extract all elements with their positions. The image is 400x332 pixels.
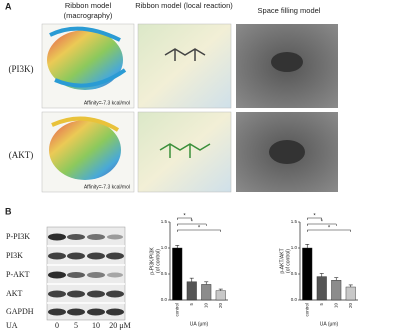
significance-bracket (177, 229, 221, 232)
x-tick-label: control (174, 303, 179, 317)
row-label: (PI3K) (9, 64, 34, 74)
column-header: Ribbon model (65, 1, 112, 10)
space-filling-akt (236, 112, 338, 192)
x-tick-label: 5 (319, 303, 324, 306)
ribbon-local-pi3k (137, 23, 232, 109)
significance-bracket (177, 223, 207, 226)
blot-row-label: AKT (6, 289, 23, 298)
x-tick-label: control (304, 303, 309, 317)
x-tick-label: 10 (203, 303, 208, 309)
bar (172, 247, 183, 301)
significance-label: * (191, 220, 194, 226)
ribbon-local-akt (137, 111, 232, 193)
bar (302, 247, 313, 301)
y-tick-label: 1.5 (161, 219, 168, 224)
significance-bracket (177, 217, 192, 220)
significance-label: * (198, 226, 201, 232)
x-axis-label: UA (μm) (320, 321, 339, 327)
affinity-label: Affinity=-7.3 kcal/mol (84, 100, 130, 106)
x-tick-label: 20 (348, 303, 353, 309)
y-axis-label: (of control) (155, 249, 161, 273)
row-label: (AKT) (9, 150, 34, 160)
ribbon-macro-pi3k (41, 23, 135, 109)
x-tick-label: 20 (218, 303, 223, 309)
x-tick-label: 10 (333, 303, 338, 309)
y-axis-label: p-PI3K/PI3K (149, 247, 155, 275)
blot-row-label: GAPDH (6, 307, 34, 316)
significance-label: * (328, 226, 331, 232)
significance-label: * (183, 214, 186, 220)
y-axis-label: p-AKT/AKT (279, 248, 285, 273)
x-axis-label: UA (μm) (190, 321, 209, 327)
bar (215, 290, 226, 301)
bar (331, 280, 342, 301)
significance-label: * (321, 220, 324, 226)
blot-row-label: P-AKT (6, 270, 30, 279)
y-tick-label: 1.0 (161, 245, 168, 250)
ribbon-macro-akt (41, 111, 135, 193)
column-header: Ribbon model (local reaction) (135, 1, 233, 10)
x-tick-label: 5 (189, 303, 194, 306)
panel-label: A (5, 1, 12, 11)
y-axis-label: (of control) (285, 249, 291, 273)
significance-bracket (307, 223, 337, 226)
y-tick-label: 0.5 (161, 271, 168, 276)
significance-bracket (307, 229, 351, 232)
western-blot (46, 226, 126, 321)
y-tick-label: 1.0 (291, 245, 298, 250)
bar (186, 281, 197, 301)
dose-label: 5 (74, 321, 78, 330)
bar (345, 286, 356, 301)
blot-row-label: PI3K (6, 251, 23, 260)
dose-label: 0 (55, 321, 59, 330)
y-tick-label: 1.5 (291, 219, 298, 224)
bar (316, 276, 327, 301)
dose-label: 20 μM (109, 321, 130, 330)
panel-label: B (5, 206, 12, 216)
bar (201, 284, 212, 301)
significance-label: * (313, 214, 316, 220)
dose-label: 10 (92, 321, 100, 330)
treatment-label: UA (6, 321, 18, 330)
significance-bracket (307, 217, 322, 220)
blot-row-label: P-PI3K (6, 232, 30, 241)
affinity-label: Affinity=-7.3 kcal/mol (84, 184, 130, 190)
column-header: Space filling model (258, 6, 321, 15)
space-filling-pi3k (236, 24, 338, 108)
y-tick-label: 0.0 (161, 297, 168, 302)
y-tick-label: 0.0 (291, 297, 298, 302)
y-tick-label: 0.5 (291, 271, 298, 276)
column-header: (macrography) (64, 11, 113, 20)
